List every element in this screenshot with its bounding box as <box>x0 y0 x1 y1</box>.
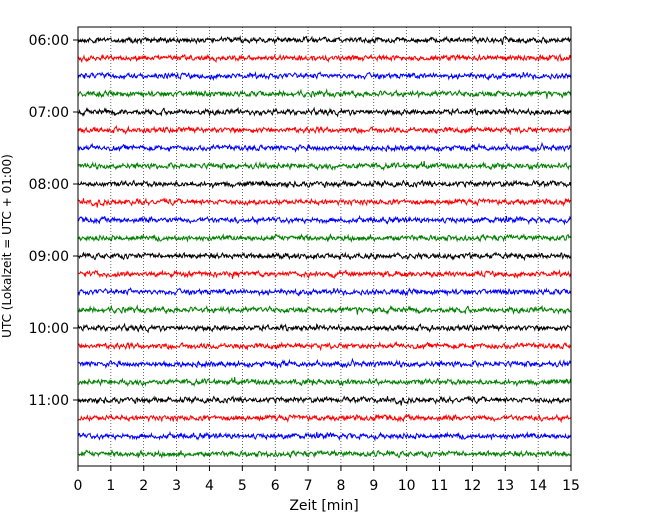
x-tick-label: 4 <box>205 478 214 494</box>
trace-row <box>78 287 572 297</box>
trace-row <box>77 160 572 172</box>
x-tick-label: 14 <box>529 478 547 494</box>
trace-row <box>77 35 572 45</box>
trace-row <box>77 233 572 243</box>
trace-layer <box>77 35 572 459</box>
x-tick-label: 0 <box>74 478 83 494</box>
trace-row <box>77 179 572 190</box>
x-tick-label: 15 <box>562 478 580 494</box>
trace-row <box>77 141 572 153</box>
trace-row <box>77 125 572 136</box>
y-axis-ticks: 06:00 07:00 08:00 09:00 10:00 11:00 <box>29 33 78 409</box>
x-tick-label: 13 <box>496 478 514 494</box>
x-tick-label: 1 <box>106 478 115 494</box>
trace-row <box>77 322 572 334</box>
y-axis-title: UTC (Lokalzeit = UTC + 01:00) <box>0 154 14 338</box>
x-axis-ticks: 0 1 2 3 4 5 6 7 8 9 10 11 12 13 14 15 <box>74 466 580 494</box>
x-tick-label: 6 <box>271 478 280 494</box>
x-tick-label: 8 <box>336 478 345 494</box>
trace-row <box>77 376 572 388</box>
y-tick-label: 08:00 <box>29 177 69 193</box>
y-tick-label: 09:00 <box>29 249 69 265</box>
trace-row <box>77 395 572 406</box>
trace-row <box>77 71 572 82</box>
x-axis-title: Zeit [min] <box>289 498 358 514</box>
y-tick-label: 07:00 <box>29 105 69 121</box>
x-tick-label: 5 <box>238 478 247 494</box>
x-tick-label: 12 <box>463 478 481 494</box>
trace-row <box>77 88 572 99</box>
x-tick-label: 3 <box>172 478 181 494</box>
trace-row <box>77 214 572 226</box>
trace-row <box>77 269 572 279</box>
x-tick-label: 10 <box>398 478 416 494</box>
plot-frame <box>77 26 572 467</box>
y-tick-label: 10:00 <box>29 321 69 337</box>
y-tick-label: 11:00 <box>29 393 69 409</box>
y-tick-label: 06:00 <box>29 33 69 49</box>
trace-row <box>77 357 572 370</box>
trace-row <box>77 413 572 424</box>
trace-row <box>77 340 572 352</box>
x-tick-label: 7 <box>304 478 313 494</box>
trace-row <box>77 106 572 118</box>
trace-row <box>77 53 572 64</box>
trace-row <box>77 449 572 459</box>
x-tick-label: 9 <box>369 478 378 494</box>
trace-row <box>77 251 572 262</box>
trace-row <box>77 430 572 442</box>
trace-row <box>77 197 572 208</box>
x-tick-label: 11 <box>431 478 449 494</box>
trace-row <box>77 304 572 316</box>
x-tick-label: 2 <box>139 478 148 494</box>
